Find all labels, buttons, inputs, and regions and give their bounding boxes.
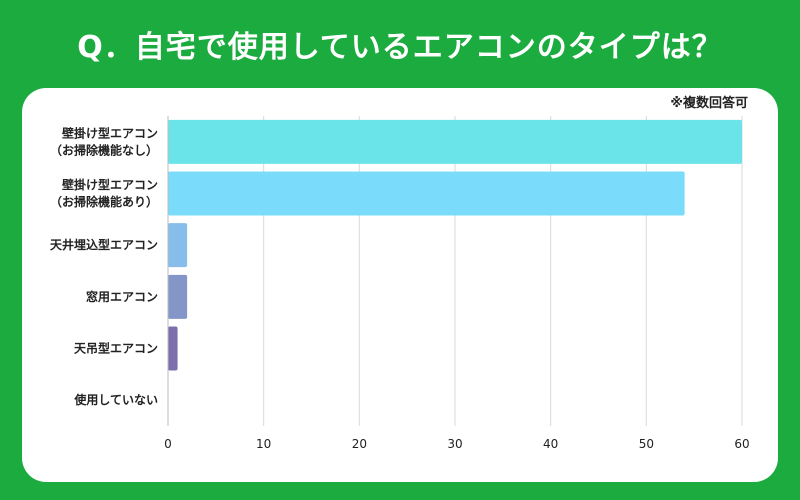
chart-card: ※複数回答可 0 10 20 30 40 50 60 壁掛け型エアコン （お掃除機能なし） 壁掛け… bbox=[22, 88, 778, 482]
bar bbox=[168, 171, 685, 216]
x-tick-label: 10 bbox=[256, 437, 271, 451]
x-tick-label: 0 bbox=[164, 437, 172, 451]
category-label: 壁掛け型エアコン bbox=[62, 125, 158, 140]
bar bbox=[168, 326, 178, 371]
x-tick-label: 30 bbox=[447, 437, 462, 451]
page-title: Q．自宅で使用しているエアコンのタイプは？ bbox=[77, 30, 723, 65]
x-tick-label: 60 bbox=[734, 437, 749, 451]
category-label: （お掃除機能あり） bbox=[50, 194, 158, 209]
category-label: 使用していない bbox=[73, 392, 158, 407]
category-label: 窓用エアコン bbox=[86, 289, 158, 304]
x-tick-label: 20 bbox=[352, 437, 367, 451]
x-tick-label: 50 bbox=[639, 437, 654, 451]
category-label: 天吊型エアコン bbox=[74, 341, 158, 356]
multiple-answer-note: ※複数回答可 bbox=[670, 96, 748, 111]
bar bbox=[168, 119, 742, 164]
x-tick-label: 40 bbox=[543, 437, 558, 451]
category-label: 壁掛け型エアコン bbox=[62, 177, 158, 192]
category-label: （お掃除機能なし） bbox=[50, 142, 158, 157]
category-label: 天井埋込型エアコン bbox=[50, 237, 158, 252]
bar bbox=[168, 223, 188, 268]
bar bbox=[168, 274, 188, 319]
bar-chart: 0 10 20 30 40 50 60 壁掛け型エアコン （お掃除機能なし） 壁掛け型エアコン （お… bbox=[50, 116, 750, 451]
